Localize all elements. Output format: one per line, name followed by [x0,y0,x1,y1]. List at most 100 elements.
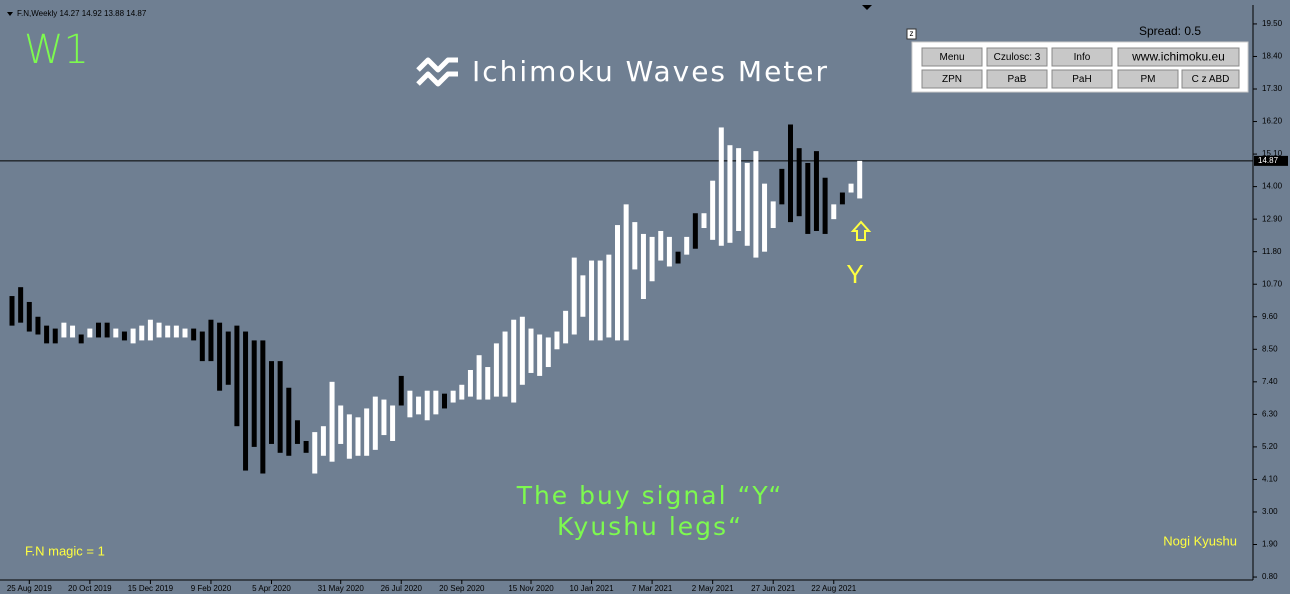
button-label[interactable]: ZPN [942,74,962,85]
button[interactable] [1051,47,1113,67]
button[interactable] [986,47,1048,67]
y-tick-label: 18.40 [1262,52,1283,61]
button[interactable] [986,69,1048,89]
wave-bar [502,331,508,397]
wave-bar [839,192,845,205]
header: F.N,Weekly 14.27 14.92 13.88 14.87 [17,9,147,18]
button[interactable] [921,69,983,89]
wave-bar [208,319,214,362]
button-label[interactable]: PaB [1008,74,1027,85]
button[interactable] [1117,47,1240,67]
y-tick-label: 6.30 [1262,409,1278,418]
wave-bar [407,390,413,418]
wave-bar [580,275,586,317]
shift-marker [862,5,872,10]
button-label[interactable]: www.ichimoku.eu [1131,50,1225,64]
wave-bar [675,251,681,264]
button[interactable] [1181,69,1240,89]
wave-bar [260,340,266,474]
button[interactable] [1117,69,1179,89]
button-label[interactable]: PaH [1072,74,1091,85]
signal-arrow [850,220,872,241]
button[interactable] [1051,69,1113,89]
wave-bar [156,322,162,338]
signal-text: Kyushu legs“ [557,512,743,541]
indicator: Nogi Kyushu [1163,533,1237,548]
x-tick-label: 20 Sep 2020 [439,584,485,593]
wave-bar [554,331,560,350]
wave-bar [433,390,439,415]
wave-bar [684,236,690,255]
y-tick-label: 7.40 [1262,377,1278,386]
x-tick-label: 31 May 2020 [318,584,365,593]
wave-bar [718,127,724,246]
logo [416,57,458,87]
x-tick-label: 27 Jun 2021 [751,584,796,593]
wave-bar [442,393,447,409]
button-label[interactable]: Info [1074,52,1091,63]
wave-bar [9,296,15,326]
wave-bar [467,369,473,397]
x-tick-label: 10 Jan 2021 [570,584,615,593]
wave-bar [416,396,422,415]
wave-bar [294,420,300,444]
spread: Spread: 0.5 [1139,24,1201,38]
wave-bar [104,322,110,338]
wave-bar [18,287,24,323]
wave-bar [217,322,223,391]
wave-bar [269,361,274,444]
wave-bar [234,325,240,427]
y-tick-label: 1.90 [1262,540,1278,549]
price-tag: 14.87 [1258,156,1279,165]
wave-bar [346,414,352,459]
y-tick-label: 11.80 [1262,247,1282,256]
wave-bar [398,375,404,406]
wave-bar [303,440,309,453]
panel-icon[interactable]: z [910,29,914,38]
x-tick-label: 20 Oct 2019 [68,584,112,593]
wave-bar [615,225,620,341]
wave-bar [78,334,84,344]
wave-bar [666,236,672,267]
button-label[interactable]: Menu [939,52,964,63]
x-tick-label: 2 May 2021 [692,584,734,593]
wave-bar [813,151,819,231]
wave-bar [191,328,197,341]
wave-bar [701,213,707,229]
wave-bar [692,213,698,249]
wave-bar [35,316,41,335]
wave-bar [320,426,326,456]
button-label[interactable]: PM [1141,74,1156,85]
y-tick-label: 14.00 [1262,182,1283,191]
button[interactable] [921,47,983,67]
panel-icon-box[interactable] [906,28,917,40]
wave-bar [390,405,396,441]
wave-bar [329,381,335,462]
wave-bar [424,390,430,421]
wave-bar [87,328,93,338]
wave-bar [52,328,58,344]
button-label[interactable]: C z ABD [1192,74,1230,85]
button-label[interactable]: Czulosc: 3 [994,52,1041,63]
y-tick-label: 8.50 [1262,344,1278,353]
menu-triangle [7,12,13,16]
wave-bar [805,162,811,234]
y-tick-label: 4.10 [1262,475,1278,484]
signal-text: The buy signal “Y“ [516,481,784,510]
wave-bar [563,310,569,344]
wave-bar [545,337,551,368]
wave-bar [113,328,119,338]
wave-bar [355,417,361,456]
magic: F.N magic = 1 [25,543,105,558]
y-tick-label: 3.00 [1262,507,1278,516]
wave-bar [286,387,292,456]
y-tick-label: 5.20 [1262,442,1278,451]
wave-bar [147,319,153,341]
price-tag-box [1254,155,1288,166]
wave-bar [848,183,854,193]
wave-bar [597,260,603,341]
wave-bar [770,201,776,229]
wave-bar [243,331,249,471]
wave-bar [312,432,318,474]
